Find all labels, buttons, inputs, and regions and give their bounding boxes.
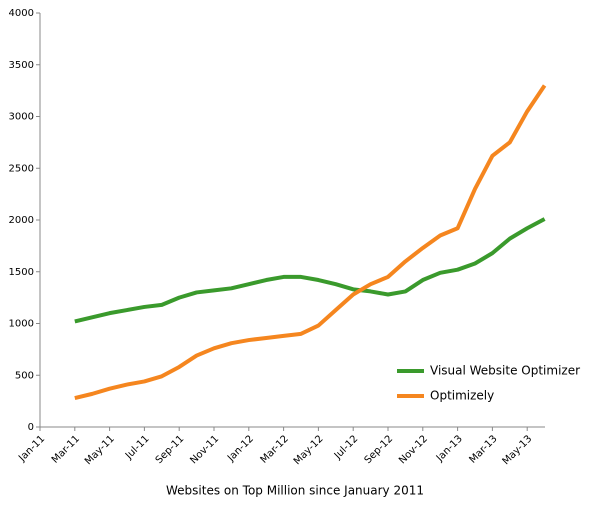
y-tick-label: 500 — [15, 370, 34, 381]
series-line — [74, 84, 547, 400]
y-tick-label: 3000 — [9, 112, 34, 123]
x-tick-label: Jan-13 — [434, 433, 465, 464]
x-tick-label: Mar-12 — [259, 433, 291, 465]
x-tick-label: Nov-11 — [188, 433, 221, 466]
x-tick-label: Jan-11 — [16, 433, 47, 464]
x-tick-label: May-13 — [501, 433, 535, 467]
x-axis-title: Websites on Top Million since January 20… — [166, 484, 424, 498]
x-tick-label: Sep-12 — [363, 433, 396, 466]
legend-label: Optimizely — [430, 389, 494, 403]
y-tick-label: 1500 — [9, 267, 34, 278]
y-tick-label: 4000 — [9, 8, 34, 19]
legend-label: Visual Website Optimizer — [430, 364, 580, 378]
x-tick-label: May-11 — [83, 433, 117, 467]
y-tick-label: 3500 — [9, 60, 34, 71]
series-line — [74, 217, 546, 324]
y-tick-label: 2000 — [9, 215, 34, 226]
x-tick-label: Mar-11 — [50, 433, 82, 465]
x-tick-label: Jul-12 — [332, 433, 361, 462]
x-tick-label: Nov-12 — [397, 433, 430, 466]
x-tick-label: Jul-11 — [123, 433, 152, 462]
y-tick-label: 0 — [28, 422, 34, 433]
y-tick-label: 2500 — [9, 163, 34, 174]
x-tick-label: May-12 — [292, 433, 326, 467]
x-tick-label: Mar-13 — [467, 433, 499, 465]
x-tick-label: Sep-11 — [154, 433, 187, 466]
y-tick-label: 1000 — [9, 319, 34, 330]
x-tick-label: Jan-12 — [225, 433, 256, 464]
